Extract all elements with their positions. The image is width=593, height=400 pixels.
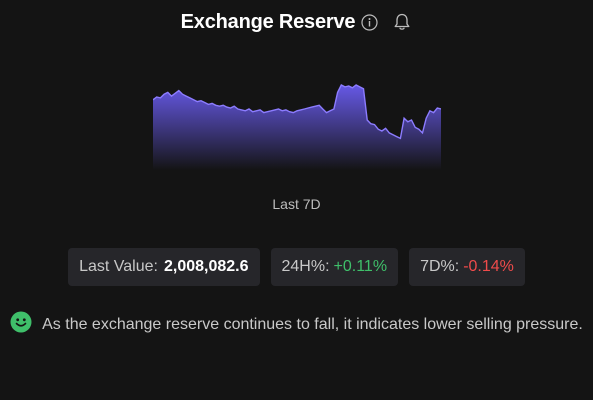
- insight-text: As the exchange reserve continues to fal…: [42, 316, 583, 333]
- change-24h-label: 24H%:: [281, 258, 330, 275]
- period-label: Last 7D: [272, 196, 321, 212]
- stats-row: Last Value: 2,008,082.6 24H%: +0.11% 7D%…: [0, 248, 593, 286]
- last-value-label: Last Value:: [79, 258, 158, 275]
- chart-line: [152, 84, 442, 140]
- change-7d-label: 7D%:: [420, 258, 460, 275]
- change-24h-value: +0.11%: [333, 258, 388, 275]
- info-icon[interactable]: [361, 13, 378, 31]
- last-value-pill: Last Value: 2,008,082.6: [68, 248, 260, 286]
- last-value: 2,008,082.6: [163, 258, 249, 275]
- reserve-chart: [152, 70, 442, 170]
- change-7d-pill: 7D%: -0.14%: [409, 248, 525, 286]
- insight-message: As the exchange reserve continues to fal…: [0, 310, 593, 344]
- chart-area-fill: [153, 85, 441, 170]
- change-24h-pill: 24H%: +0.11%: [270, 248, 399, 286]
- card-title: Exchange Reserve: [180, 10, 356, 33]
- smile-icon: [10, 311, 32, 344]
- change-7d-value: -0.14%: [463, 258, 514, 275]
- bell-icon[interactable]: [392, 12, 412, 32]
- reserve-area-chart: [152, 84, 442, 170]
- card-header: Exchange Reserve: [0, 8, 593, 36]
